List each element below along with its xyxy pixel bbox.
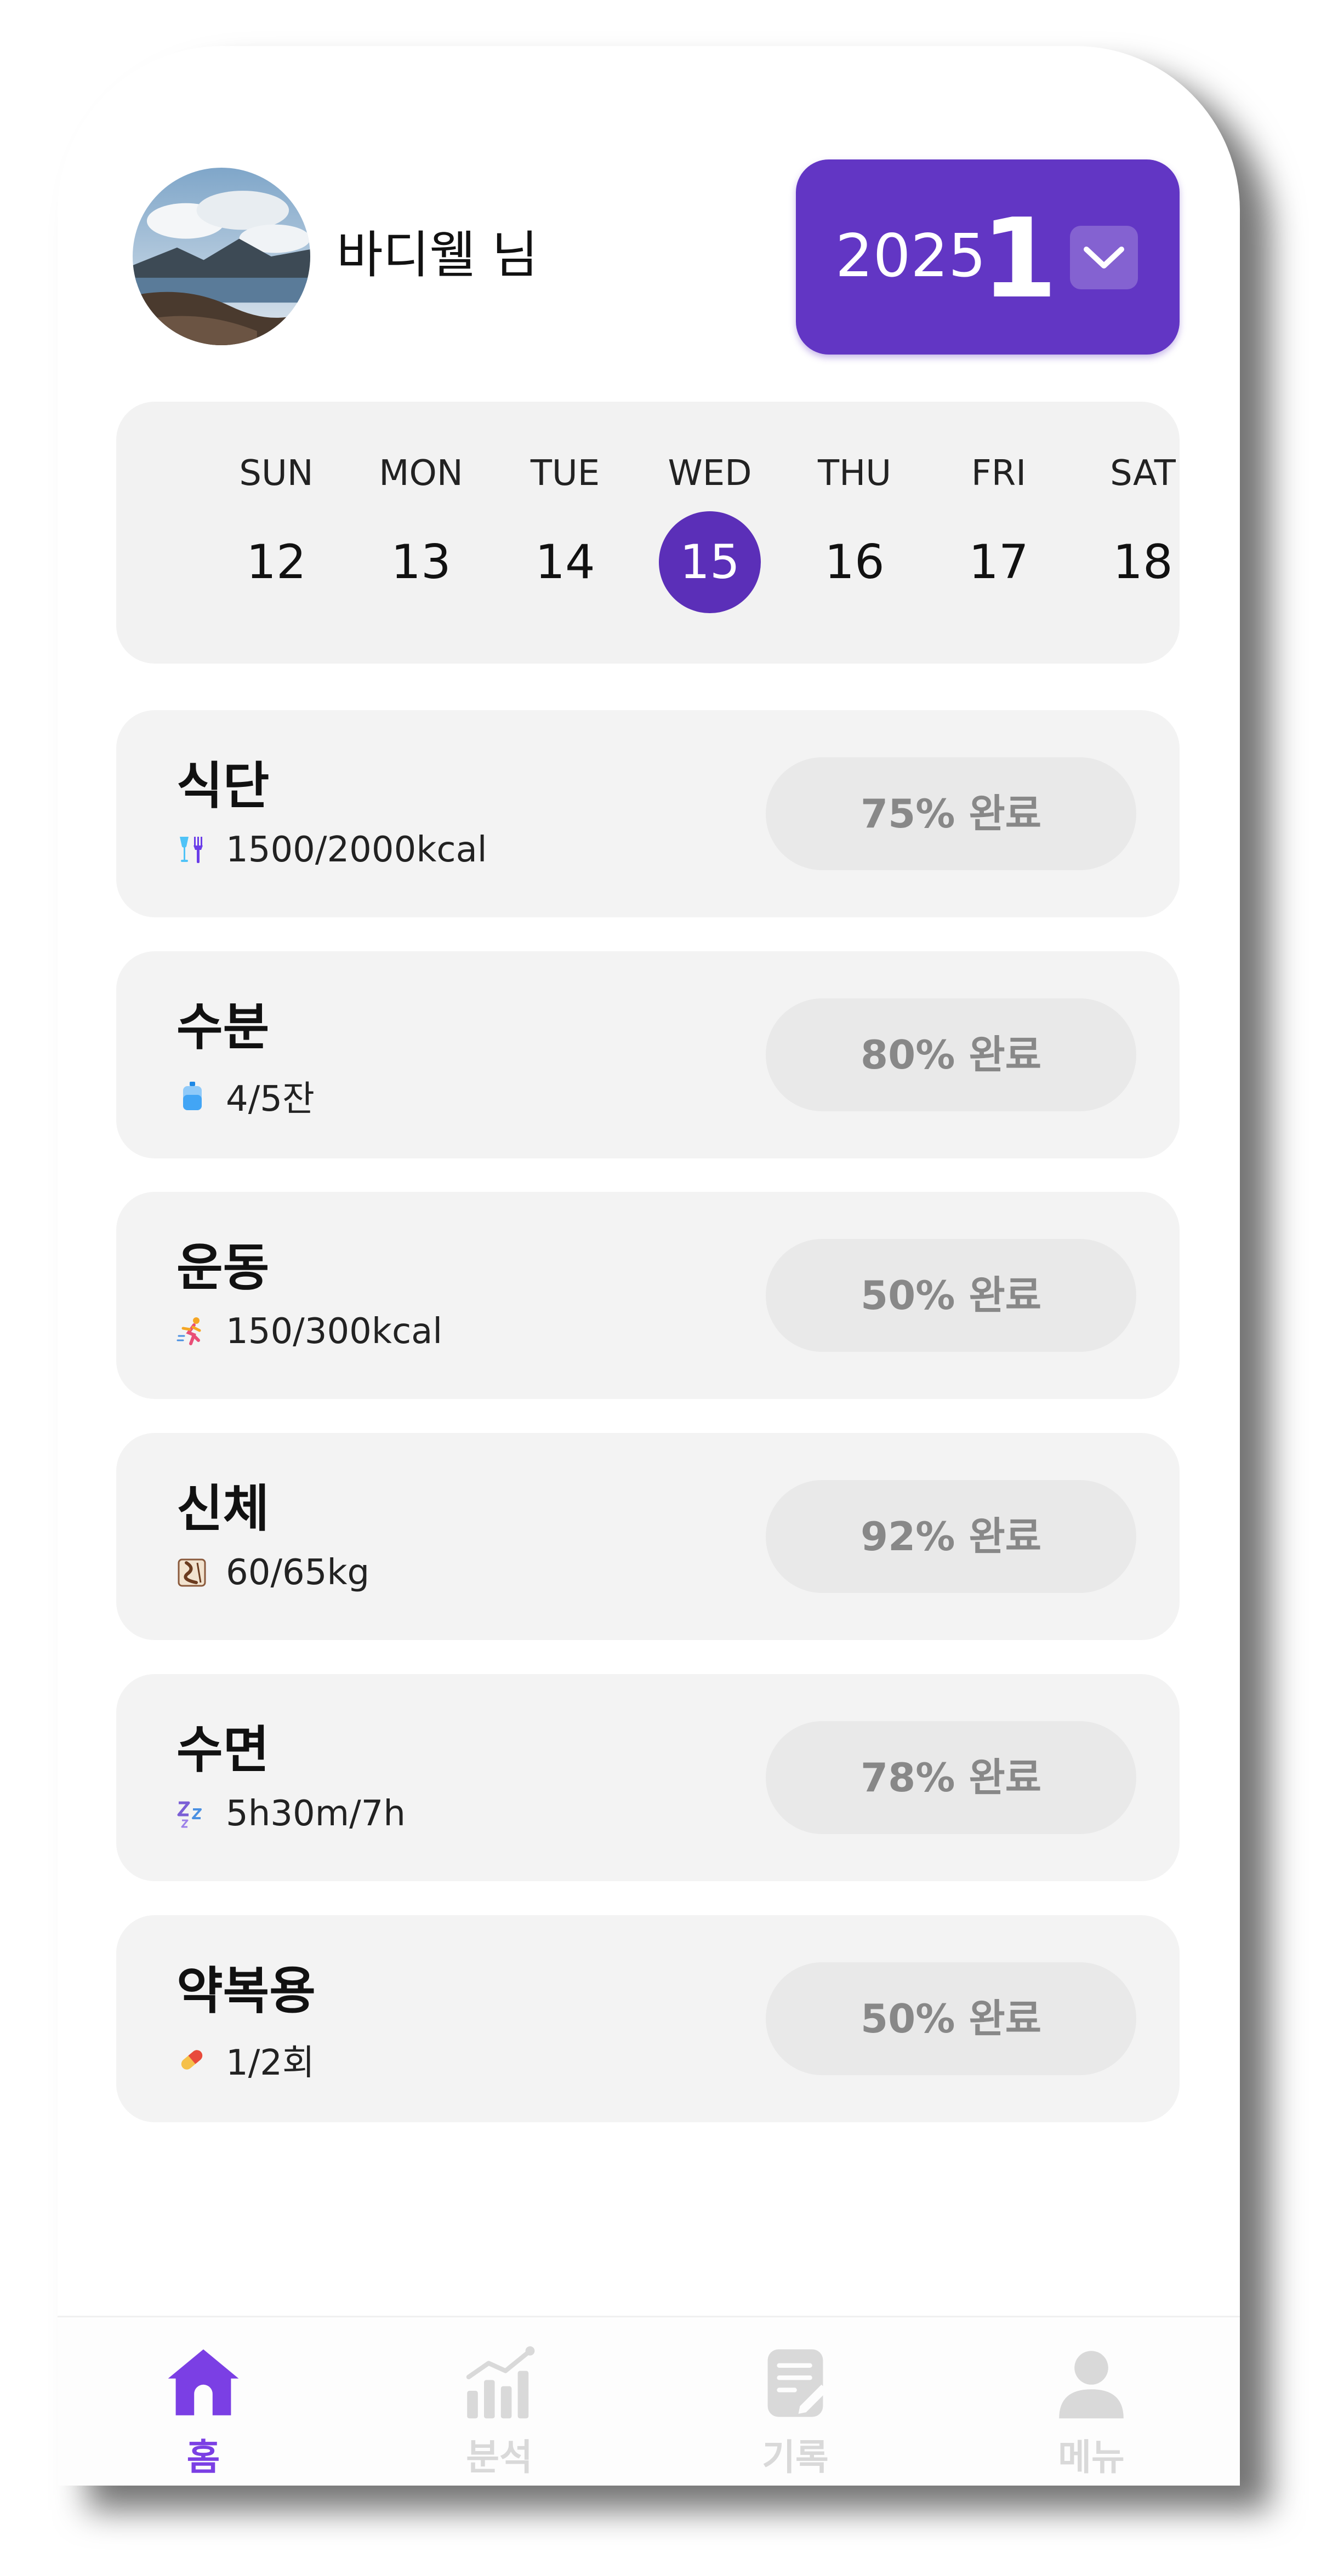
card-title: 수분 [176,998,270,1056]
card-title: 신체 [176,1480,270,1538]
selected-day-number: 15 [659,511,761,613]
dropdown-button[interactable] [1070,226,1138,289]
day-mon[interactable]: MON 13 [366,402,476,664]
day-sun[interactable]: SUN 12 [221,402,331,664]
card-subtitle: 1500/2000kcal [176,830,487,870]
water-bottle-icon [176,1081,207,1111]
progress-badge: 50% 완료 [766,1962,1136,2075]
day-number: 14 [535,535,595,590]
month-selector[interactable]: 2025 1 [796,159,1180,355]
month-label: 1 [981,195,1058,323]
card-value: 4/5잔 [226,1079,315,1119]
fork-knife-icon [176,835,207,865]
card-water[interactable]: 수분 4/5잔 80% 완료 [116,951,1180,1158]
card-sleep[interactable]: 수면 5h30m/7h 78% 완료 [116,1674,1180,1881]
pill-icon [176,2044,207,2075]
nav-record[interactable]: 기록 [713,2345,878,2481]
day-name: THU [817,453,892,494]
card-value: 1500/2000kcal [226,830,487,870]
day-sat[interactable]: SAT 18 [1088,402,1198,664]
card-medication[interactable]: 약복용 1/2회 50% 완료 [116,1915,1180,2122]
profile-photo [133,168,310,345]
day-name: MON [379,453,463,494]
username: 바디웰 님 [337,226,538,284]
card-subtitle: 150/300kcal [176,1311,442,1352]
day-number: 13 [391,535,451,590]
home-icon [168,2349,239,2415]
card-subtitle: 5h30m/7h [176,1794,406,1834]
progress-badge: 92% 완료 [766,1480,1136,1593]
day-tue[interactable]: TUE 14 [510,402,620,664]
progress-badge: 78% 완료 [766,1721,1136,1834]
nav-label: 홈 [186,2436,220,2478]
card-subtitle: 4/5잔 [176,1071,315,1121]
chevron-down-icon [1084,247,1124,269]
card-exercise[interactable]: 운동 150/300kcal 50% 완료 [116,1192,1180,1399]
day-name: SUN [239,453,314,494]
card-subtitle: 1/2회 [176,2035,315,2085]
card-title: 식단 [176,757,270,815]
card-body[interactable]: 신체 60/65kg 92% 완료 [116,1433,1180,1640]
chart-icon [466,2346,535,2419]
day-wed[interactable]: WED 15 [655,402,765,664]
card-value: 150/300kcal [226,1311,443,1352]
progress-badge: 80% 완료 [766,998,1136,1111]
day-number: 16 [824,535,885,590]
avatar[interactable] [133,168,310,345]
body-icon [176,1557,207,1588]
nav-label: 메뉴 [1058,2436,1125,2478]
nav-home[interactable]: 홈 [121,2345,286,2481]
card-value: 1/2회 [226,2043,315,2083]
day-name: FRI [971,453,1027,494]
card-value: 5h30m/7h [226,1794,406,1834]
nav-label: 기록 [762,2436,829,2478]
bottom-navigation: 홈 분석 기록 [58,2316,1240,2486]
card-title: 약복용 [176,1962,316,2020]
card-diet[interactable]: 식단 1500/2000kcal 75% 완료 [116,710,1180,917]
card-value: 60/65kg [226,1552,370,1593]
day-number: 12 [246,535,306,590]
phone-screen: 바디웰 님 2025 1 SUN 12 MON 13 TUE 14 WED 15… [58,46,1240,2486]
card-subtitle: 60/65kg [176,1552,369,1593]
nav-label: 분석 [466,2436,533,2478]
day-number: 17 [969,535,1029,590]
day-number: 18 [1113,535,1173,590]
progress-badge: 50% 완료 [766,1239,1136,1352]
card-title: 운동 [176,1238,270,1297]
progress-badge: 75% 완료 [766,757,1136,870]
running-icon [176,1316,207,1347]
day-name: TUE [530,453,600,494]
year-label: 2025 [835,222,986,290]
sleep-zzz-icon [176,1798,207,1829]
day-thu[interactable]: THU 16 [800,402,909,664]
day-fri[interactable]: FRI 17 [944,402,1054,664]
nav-analysis[interactable]: 분석 [417,2345,582,2481]
nav-menu[interactable]: 메뉴 [1009,2345,1174,2481]
note-icon [767,2349,828,2417]
person-icon [1059,2351,1124,2419]
day-name: WED [668,453,752,494]
day-name: SAT [1110,453,1176,494]
card-title: 수면 [176,1721,270,1779]
week-calendar: SUN 12 MON 13 TUE 14 WED 15 THU 16 FRI 1… [116,402,1180,664]
